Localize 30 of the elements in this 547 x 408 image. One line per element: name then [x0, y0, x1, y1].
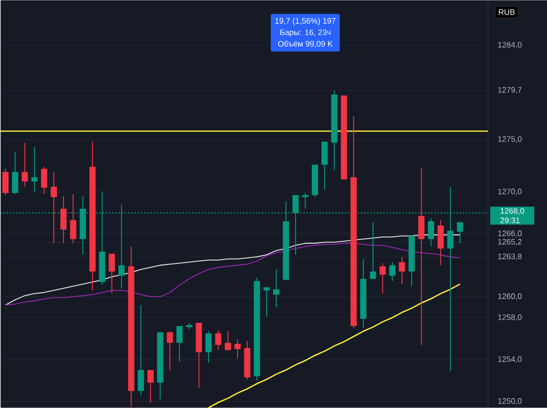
candlestick [176, 325, 183, 362]
candlestick [31, 146, 38, 192]
candlestick [60, 195, 67, 244]
candlestick [50, 171, 57, 244]
candlestick [166, 330, 173, 370]
candlestick [205, 330, 212, 363]
candlestick [70, 193, 76, 244]
candlestick [147, 369, 154, 403]
candlestick [263, 286, 270, 317]
candlestick [234, 339, 241, 359]
candlestick [302, 192, 308, 209]
candlestick [438, 220, 444, 266]
candlestick [389, 261, 396, 282]
candlestick [2, 168, 9, 196]
candlestick [428, 217, 434, 247]
candlestick [41, 166, 48, 194]
line-series [208, 283, 461, 408]
candlestick [12, 151, 18, 194]
candlestick [215, 330, 222, 350]
candlestick [398, 256, 406, 284]
candlestick [224, 330, 231, 350]
candlestick [138, 304, 144, 396]
candlestick [418, 167, 424, 346]
candlestick [273, 268, 280, 308]
candlestick [380, 262, 386, 294]
candlestick [322, 140, 328, 190]
candlestick [370, 222, 376, 280]
candlestick [108, 253, 115, 294]
candlestick [456, 220, 464, 244]
candlestick [22, 142, 28, 187]
